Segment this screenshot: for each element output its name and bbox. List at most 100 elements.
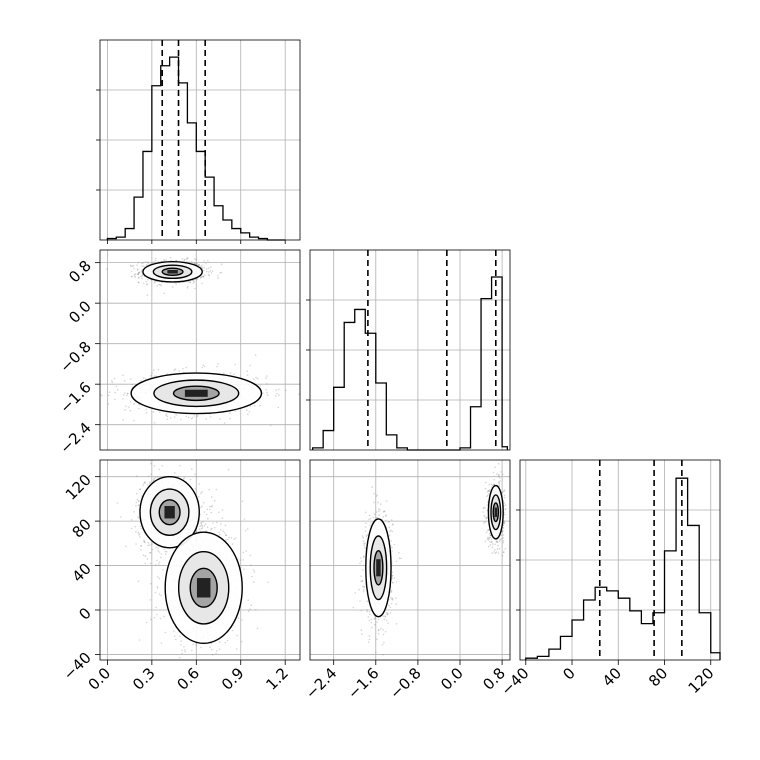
s12-point bbox=[202, 276, 205, 278]
s12-point bbox=[223, 372, 225, 375]
param2-xtick-label-1: −1.6 bbox=[344, 664, 382, 702]
param1-xtick-label-4: 1.2 bbox=[262, 664, 292, 694]
s12-point bbox=[186, 260, 188, 263]
s13-point bbox=[230, 537, 233, 539]
s23-point bbox=[360, 557, 362, 559]
param3-left-ytick-label-1: 0 bbox=[75, 604, 94, 623]
s12-point bbox=[142, 377, 145, 379]
s23-point bbox=[498, 480, 500, 483]
s13-contour-1-2 bbox=[189, 567, 218, 608]
s12-point bbox=[114, 391, 116, 394]
s12-point bbox=[276, 392, 278, 395]
s23-point bbox=[484, 515, 486, 518]
s23-point bbox=[388, 534, 391, 537]
s23-point bbox=[493, 478, 495, 481]
s23-point bbox=[393, 577, 396, 579]
s12-point bbox=[201, 276, 203, 278]
s13-point bbox=[210, 511, 213, 514]
s13-point bbox=[182, 478, 185, 480]
s12-point bbox=[205, 262, 207, 264]
s12-point bbox=[169, 256, 172, 259]
s13-point bbox=[146, 621, 148, 624]
s12-point bbox=[133, 419, 135, 422]
s23-point bbox=[362, 590, 365, 593]
s12-point bbox=[192, 282, 195, 284]
s13-point bbox=[136, 498, 138, 501]
s13-point bbox=[148, 482, 151, 485]
s13-point bbox=[200, 524, 203, 526]
s13-point bbox=[209, 505, 211, 508]
s23-point bbox=[488, 539, 490, 541]
s23-point bbox=[360, 629, 363, 631]
s12-point bbox=[193, 415, 195, 417]
s13-point bbox=[125, 545, 127, 547]
s23-point bbox=[491, 484, 494, 487]
s13-point bbox=[153, 616, 156, 619]
s13-point bbox=[140, 545, 143, 547]
s23-point bbox=[368, 518, 370, 521]
s13-point bbox=[202, 501, 205, 504]
s13-point bbox=[200, 521, 203, 524]
s23-point bbox=[498, 548, 501, 550]
s23-point bbox=[382, 516, 385, 518]
s23-point bbox=[389, 530, 391, 533]
s12-point bbox=[195, 263, 198, 266]
s13-point bbox=[221, 517, 224, 519]
s13-point bbox=[173, 630, 175, 632]
s23-point bbox=[383, 511, 385, 513]
s13-contour-0-0 bbox=[139, 475, 200, 549]
s12-point bbox=[245, 409, 248, 411]
s13-point bbox=[228, 536, 230, 539]
s23-point bbox=[395, 597, 397, 599]
s23-point bbox=[371, 626, 373, 629]
s12-point bbox=[256, 377, 259, 380]
s13-point bbox=[137, 500, 140, 502]
s23-point bbox=[364, 546, 366, 549]
s23-point bbox=[391, 523, 394, 525]
s23-point bbox=[398, 552, 400, 554]
s13-point bbox=[201, 527, 204, 529]
s12-point bbox=[163, 292, 166, 295]
s12-point bbox=[140, 271, 143, 273]
s23-point bbox=[503, 489, 506, 492]
s12-point bbox=[189, 281, 191, 283]
s23-point bbox=[494, 543, 496, 546]
s23-point bbox=[385, 612, 388, 614]
s23-point bbox=[384, 616, 387, 618]
s12-point bbox=[195, 263, 197, 266]
s12-point bbox=[124, 408, 126, 411]
s23-point bbox=[503, 520, 506, 522]
s13-point bbox=[138, 639, 141, 641]
s23-point bbox=[383, 618, 386, 620]
s12-point bbox=[185, 415, 188, 418]
s12-point bbox=[137, 281, 140, 284]
s23-point bbox=[377, 629, 380, 631]
s23-point bbox=[500, 471, 503, 473]
s12-point bbox=[117, 389, 119, 391]
s23-point bbox=[497, 552, 500, 555]
s23-point bbox=[383, 641, 385, 644]
s13-point bbox=[210, 528, 212, 531]
s23-point bbox=[365, 535, 368, 537]
s13-point bbox=[140, 527, 143, 530]
s23-point bbox=[487, 490, 490, 492]
s12-point bbox=[141, 274, 144, 277]
s12-point bbox=[138, 407, 140, 410]
s23-point bbox=[388, 520, 391, 523]
s12-point bbox=[165, 414, 167, 417]
s13-point bbox=[247, 610, 250, 612]
s23-point bbox=[503, 494, 506, 497]
s23-point bbox=[386, 613, 388, 616]
s12-point bbox=[217, 275, 219, 277]
s23-point bbox=[379, 509, 381, 511]
s13-point bbox=[198, 483, 201, 485]
s13-point bbox=[181, 652, 183, 655]
s13-point bbox=[250, 604, 252, 606]
s13-point bbox=[227, 468, 230, 471]
s23-point bbox=[385, 515, 387, 517]
s12-point bbox=[125, 405, 127, 408]
s12-contour-1-1 bbox=[153, 379, 240, 408]
s13-point bbox=[233, 538, 236, 540]
s12-point bbox=[127, 392, 129, 395]
s23-point bbox=[387, 521, 390, 523]
